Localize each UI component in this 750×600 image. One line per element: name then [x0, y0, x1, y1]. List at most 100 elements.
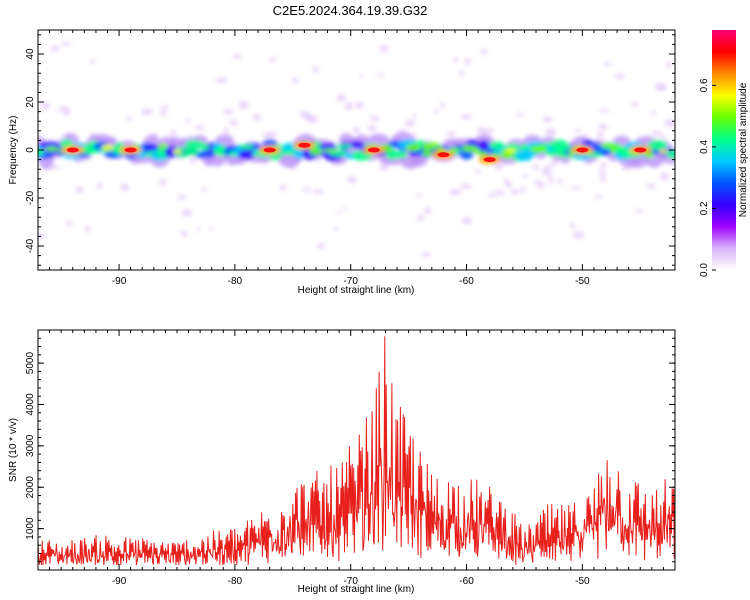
spectrogram-speckle	[38, 232, 46, 239]
spectrogram-speckle	[358, 74, 365, 78]
figure-title: C2E5.2024.364.19.39.G32	[273, 3, 428, 18]
spectrogram-speckle	[120, 183, 130, 192]
spectrogram-speckle	[597, 123, 608, 130]
spectrogram-y-tick-label: 40	[25, 48, 36, 60]
spectrogram-speckle	[476, 126, 488, 135]
spectrogram-speckle	[445, 131, 457, 137]
spectrogram-speckle	[369, 115, 380, 121]
spectrogram-speckle	[449, 188, 462, 196]
spectrogram-speckle	[160, 105, 170, 110]
spectrogram-speckle	[342, 205, 347, 211]
spectrogram-speckle	[453, 56, 459, 63]
spectrogram-speckle	[302, 115, 314, 120]
spectrogram-band-mid	[504, 148, 517, 153]
snr-series-line	[38, 336, 675, 566]
spectrogram-speckle	[194, 125, 205, 130]
spectrogram-speckle	[439, 102, 446, 108]
spectrogram-speckle	[312, 66, 319, 73]
spectrogram-speckle	[504, 177, 510, 185]
spectrogram-band-core	[459, 149, 474, 160]
spectrogram-band-mid	[449, 147, 461, 154]
spectrogram-heatmap	[38, 41, 675, 258]
snr-panel: -90 -80 -70 -60 -50 1000 2000 3000 4000 5000 Heig…	[8, 329, 676, 595]
spectrogram-band-mid	[461, 145, 477, 152]
spectrogram-band-mid	[322, 148, 337, 153]
spectrogram-speckle	[75, 186, 84, 194]
spectrogram-speckle	[268, 56, 277, 63]
spectrogram-speckle	[650, 111, 657, 115]
snr-y-tick-label: 5000	[25, 352, 36, 375]
colorbar-tick-label: 0.4	[699, 140, 710, 154]
spectrogram-band-mid	[335, 144, 353, 149]
spectrogram-band-mid	[615, 146, 629, 155]
spectrogram-band-mid	[309, 149, 323, 156]
spectrogram-speckle	[523, 174, 528, 179]
spectrogram-speckle	[460, 113, 472, 120]
spectrogram-y-tick-label: 0	[25, 147, 36, 153]
spectrogram-speckle	[416, 215, 425, 221]
spectrogram-speckle	[170, 129, 177, 137]
spectrogram-band-mid	[405, 143, 421, 152]
spectrogram-band-core	[666, 149, 675, 159]
spectrogram-speckle	[201, 186, 207, 192]
spectrogram-x-tick-label: -60	[459, 276, 474, 287]
spectrogram-band-mid	[421, 151, 433, 157]
spectrogram-band-core	[184, 139, 204, 150]
spectrogram-speckle	[547, 176, 554, 184]
spectrogram-speckle	[378, 164, 390, 171]
spectrogram-x-tick-label: -70	[343, 276, 358, 287]
spectrogram-band-mid	[488, 141, 505, 150]
spectrogram-speckle	[252, 113, 261, 121]
spectrogram-speckle	[484, 130, 489, 135]
spectrogram-band-mid	[158, 143, 169, 150]
spectrogram-speckle	[222, 109, 234, 115]
spectrogram-speckle	[510, 188, 520, 195]
spectrogram-speckle	[183, 119, 192, 123]
spectrogram-speckle	[279, 184, 287, 191]
spectrogram-speckle	[598, 169, 606, 175]
spectrogram-band-core	[647, 140, 668, 151]
spectrogram-speckle	[312, 189, 324, 195]
spectrogram-band-mid	[45, 146, 59, 152]
spectrogram-speckle	[475, 169, 482, 175]
spectrogram-speckle	[141, 108, 154, 116]
spectrogram-speckle	[61, 105, 66, 111]
spectrogram-x-tick-label: -50	[575, 276, 590, 287]
spectrogram-speckle	[541, 168, 553, 176]
spectrogram-speckle	[336, 94, 347, 102]
spectrogram-speckle	[570, 186, 582, 190]
spectrogram-x-tick-label: -80	[228, 276, 243, 287]
spectrogram-speckle	[376, 73, 386, 77]
spectrogram-band-mid	[520, 143, 529, 151]
spectrogram-speckle	[598, 108, 611, 112]
spectrogram-speckle	[90, 58, 95, 65]
spectrogram-speckle	[487, 127, 494, 134]
spectrogram-speckle	[670, 122, 675, 127]
spectrogram-y-tick-label: -40	[25, 238, 36, 253]
spectrogram-hot-spot	[66, 147, 79, 153]
spectrogram-speckle	[126, 114, 131, 122]
spectrogram-speckle	[49, 46, 60, 52]
spectrogram-band-core	[319, 143, 336, 151]
spectrogram-y-tick-label: -20	[25, 190, 36, 205]
spectrogram-band-mid	[529, 145, 548, 153]
spectrogram-speckle	[659, 85, 667, 90]
spectrogram-speckle	[537, 181, 545, 189]
spectrogram-speckle	[291, 78, 300, 84]
snr-x-tick-label: -70	[343, 576, 358, 587]
spectrogram-speckle	[464, 57, 471, 65]
snr-x-tick-label: -50	[575, 576, 590, 587]
spectrogram-speckle	[215, 77, 228, 84]
colorbar-tick-label: 0.6	[699, 78, 710, 92]
spectrogram-frame	[37, 29, 676, 271]
spectrogram-speckle	[317, 243, 325, 250]
spectrogram-speckle	[347, 176, 357, 184]
spectrogram-speckle	[572, 129, 582, 133]
spectrogram-axes: -90 -80 -70 -60 -50 -40 -20 0 20 40	[25, 30, 676, 287]
snr-x-tick-label: -60	[459, 576, 474, 587]
snr-plot-area	[38, 330, 675, 570]
spectrogram-speckle	[520, 186, 526, 193]
colorbar-scale	[712, 30, 736, 270]
spectrogram-speckle	[459, 69, 464, 78]
spectrogram-hot-spot	[483, 157, 496, 163]
